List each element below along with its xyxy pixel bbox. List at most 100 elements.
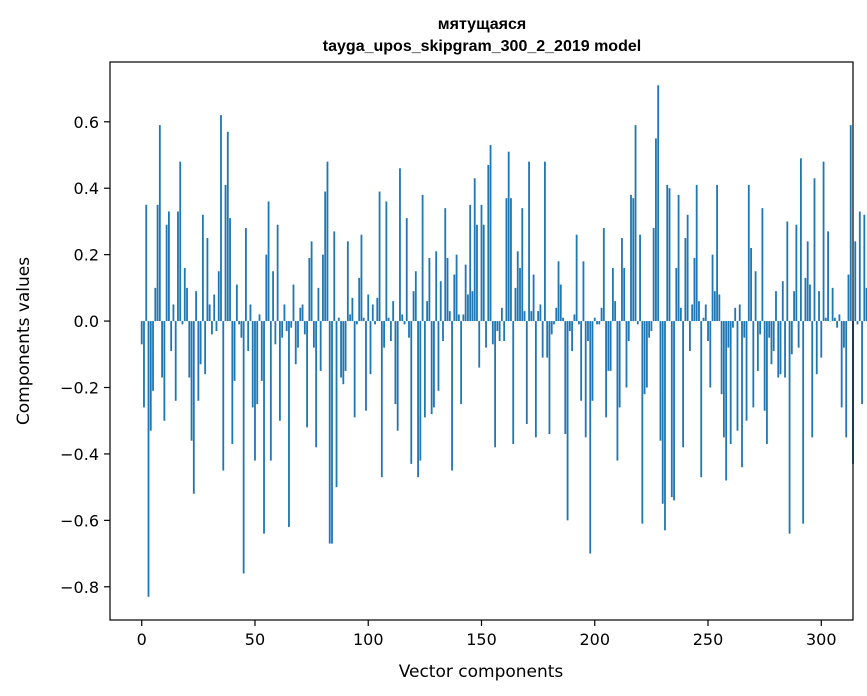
bar bbox=[503, 321, 506, 341]
bar bbox=[636, 321, 639, 325]
bar bbox=[389, 321, 392, 341]
bar bbox=[423, 321, 426, 418]
bar bbox=[242, 321, 245, 574]
bar bbox=[195, 291, 197, 322]
bar bbox=[358, 277, 361, 322]
bar bbox=[845, 321, 848, 438]
bar bbox=[387, 317, 390, 322]
bar bbox=[544, 161, 546, 322]
bar bbox=[664, 321, 666, 531]
bar bbox=[582, 261, 585, 322]
bar bbox=[170, 321, 173, 351]
bar bbox=[215, 321, 218, 332]
bar bbox=[684, 238, 687, 322]
bar bbox=[616, 321, 619, 461]
bar bbox=[272, 271, 274, 322]
bar bbox=[356, 321, 358, 325]
bar bbox=[299, 307, 302, 322]
bar bbox=[750, 248, 752, 322]
bar bbox=[797, 321, 800, 348]
bar bbox=[478, 321, 481, 368]
bar bbox=[679, 307, 682, 322]
bar bbox=[312, 321, 315, 348]
x-tick-label: 0 bbox=[137, 630, 147, 649]
bar bbox=[281, 321, 284, 338]
bar bbox=[414, 271, 417, 322]
bar bbox=[437, 321, 440, 391]
bar bbox=[602, 228, 605, 322]
chart-subtitle: tayga_upos_skipgram_300_2_2019 model bbox=[323, 38, 641, 55]
bar bbox=[371, 304, 374, 322]
bar bbox=[439, 281, 442, 322]
bar bbox=[346, 241, 349, 322]
bar bbox=[804, 277, 807, 322]
bar bbox=[698, 301, 700, 322]
bar bbox=[607, 321, 610, 371]
bar bbox=[362, 317, 365, 322]
bar bbox=[444, 208, 447, 322]
bar bbox=[784, 321, 786, 378]
bar bbox=[716, 184, 718, 322]
bar bbox=[568, 321, 571, 332]
bar bbox=[686, 214, 689, 322]
bar bbox=[548, 321, 551, 434]
bar bbox=[342, 321, 345, 385]
bar bbox=[140, 321, 143, 345]
bar bbox=[655, 138, 657, 322]
bar bbox=[510, 198, 512, 322]
bar bbox=[627, 321, 630, 341]
bar bbox=[482, 224, 485, 322]
bar bbox=[555, 307, 558, 322]
bar bbox=[419, 321, 422, 461]
bar bbox=[310, 241, 313, 322]
bar bbox=[263, 321, 265, 534]
bar bbox=[383, 321, 385, 348]
bar bbox=[593, 317, 596, 322]
bar bbox=[161, 321, 163, 378]
x-tick-label: 250 bbox=[693, 630, 724, 649]
bar bbox=[566, 321, 569, 521]
y-tick-label: −0.4 bbox=[60, 445, 99, 464]
bar bbox=[668, 188, 671, 322]
bar bbox=[820, 321, 823, 358]
bar bbox=[186, 287, 188, 322]
bar bbox=[251, 321, 254, 408]
bar bbox=[713, 291, 716, 322]
bar bbox=[485, 321, 487, 348]
bar bbox=[199, 321, 202, 365]
bar bbox=[283, 304, 286, 322]
y-tick-label: 0.6 bbox=[74, 113, 99, 132]
bar bbox=[183, 267, 186, 322]
bar bbox=[693, 257, 696, 322]
bar bbox=[843, 321, 845, 348]
bar bbox=[467, 294, 469, 322]
bar bbox=[494, 321, 496, 448]
bar bbox=[775, 291, 777, 322]
bar bbox=[500, 307, 503, 322]
bar bbox=[564, 321, 567, 434]
bar bbox=[811, 321, 814, 438]
bar bbox=[378, 191, 381, 322]
bar bbox=[575, 234, 578, 322]
bar bbox=[226, 131, 229, 322]
bar bbox=[487, 164, 490, 322]
bar bbox=[258, 314, 261, 322]
bar bbox=[596, 321, 598, 325]
bar bbox=[451, 321, 453, 471]
bar bbox=[734, 307, 737, 322]
bar bbox=[523, 311, 526, 322]
bar bbox=[772, 321, 775, 351]
bar bbox=[790, 321, 793, 355]
bar bbox=[557, 261, 560, 322]
bar bbox=[534, 321, 537, 438]
bar bbox=[301, 304, 304, 322]
bar bbox=[702, 317, 705, 322]
bar bbox=[711, 254, 714, 322]
bar bbox=[781, 281, 784, 322]
x-tick-label: 100 bbox=[353, 630, 384, 649]
bar bbox=[670, 321, 673, 498]
bar bbox=[145, 204, 148, 322]
bar bbox=[605, 321, 607, 418]
bar bbox=[641, 321, 644, 524]
